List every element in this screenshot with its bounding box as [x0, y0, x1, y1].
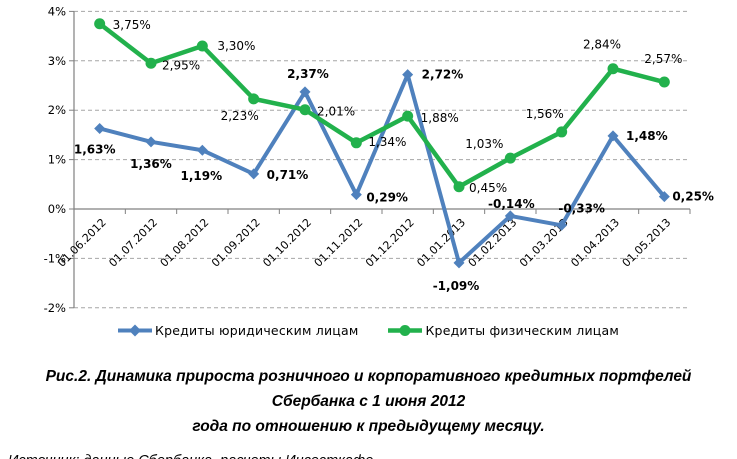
y-tick-label: 3%: [48, 54, 66, 68]
x-tick-label: 01.06.2012: [55, 216, 109, 270]
data-point-circle: [607, 63, 619, 75]
x-tick-label: 01.09.2012: [209, 216, 263, 270]
data-label: 2,84%: [583, 38, 621, 52]
data-label: -0,14%: [488, 197, 535, 211]
x-tick-label: 01.04.2013: [568, 216, 622, 270]
data-point-circle: [556, 126, 568, 138]
x-tick-label: 01.11.2012: [312, 216, 366, 270]
data-label: 2,01%: [317, 105, 355, 119]
x-tick-label: 01.12.2012: [363, 216, 417, 270]
y-tick-label: 4%: [48, 4, 66, 18]
data-label: 1,36%: [130, 157, 172, 171]
data-label: 2,95%: [162, 58, 200, 72]
data-point-diamond: [453, 257, 465, 269]
data-label: 3,75%: [113, 18, 151, 32]
data-point-circle: [248, 93, 260, 105]
data-label: 2,57%: [644, 52, 682, 66]
data-point-circle: [299, 104, 311, 116]
data-point-diamond: [607, 130, 619, 142]
y-tick-label: 1%: [48, 153, 66, 167]
legend-item-corporate-loans: Кредиты юридическим лицам: [118, 323, 358, 338]
legend-item-retail-loans: Кредиты физическим лицам: [388, 323, 619, 338]
y-tick-label: 0%: [48, 202, 66, 216]
data-point-circle: [658, 76, 670, 88]
data-label: 1,56%: [526, 107, 564, 121]
figure-caption-line1: Рис.2. Динамика прироста розничного и ко…: [45, 368, 692, 411]
data-label: 0,29%: [366, 191, 408, 205]
series-line-1: [97, 21, 667, 190]
x-tick-label: 01.10.2012: [260, 216, 314, 270]
data-point-diamond: [94, 122, 106, 134]
data-label: 1,88%: [421, 111, 459, 125]
data-label: 1,48%: [626, 129, 668, 143]
data-point-diamond: [402, 69, 414, 81]
data-label: 3,30%: [217, 39, 255, 53]
chart-canvas: 4%3%2%1%0%-1%-2%01.06.201201.07.201201.0…: [44, 4, 714, 312]
data-label: 2,23%: [221, 109, 259, 123]
y-tick-label: -2%: [44, 301, 66, 312]
data-point-circle: [196, 40, 208, 52]
data-point-diamond: [145, 136, 157, 148]
y-tick-label: 2%: [48, 103, 66, 117]
data-label: 0,25%: [672, 190, 714, 204]
x-tick-label: 01.02.2013: [466, 216, 520, 270]
x-tick-label: 01.05.2013: [620, 216, 674, 270]
legend-marker-circle-icon: [388, 324, 423, 336]
series-line-0: [97, 72, 667, 265]
data-point-diamond: [299, 86, 311, 98]
data-label: 2,37%: [287, 67, 329, 81]
data-label: 1,34%: [368, 135, 406, 149]
figure-caption: Рис.2. Динамика прироста розничного и ко…: [0, 364, 737, 439]
data-point-circle: [453, 181, 465, 193]
data-point-diamond: [248, 168, 260, 180]
data-point-circle: [350, 137, 362, 149]
x-tick-label: 01.07.2012: [106, 216, 160, 270]
data-point-circle: [504, 152, 516, 164]
data-label: 1,03%: [465, 137, 503, 151]
figure-caption-line2: года по отношению к предыдущему месяцу.: [192, 418, 545, 436]
data-point-diamond: [658, 191, 670, 203]
data-point-circle: [145, 57, 157, 69]
legend-label-retail-loans: Кредиты физическим лицам: [425, 322, 619, 338]
data-point-circle: [402, 110, 414, 122]
data-label: 1,63%: [74, 142, 116, 156]
data-point-circle: [94, 18, 106, 30]
data-label: 2,72%: [422, 68, 464, 82]
data-label: -1,09%: [433, 279, 480, 293]
data-label: -0,33%: [558, 201, 605, 215]
legend-marker-diamond-icon: [118, 324, 152, 336]
legend-label-corporate-loans: Кредиты юридическим лицам: [155, 322, 359, 338]
x-tick-label: 01.08.2012: [158, 216, 212, 270]
data-point-diamond: [504, 210, 516, 222]
data-label: 0,45%: [469, 181, 507, 195]
source-note: Источник: данные Сбербанка, расчеты Инве…: [0, 453, 737, 459]
y-tick-label: -1%: [44, 251, 66, 265]
data-point-diamond: [556, 219, 568, 231]
data-point-diamond: [196, 144, 208, 156]
data-label: 1,19%: [181, 169, 223, 183]
data-label: 0,71%: [267, 168, 309, 182]
data-point-diamond: [350, 189, 362, 201]
chart-legend: Кредиты юридическим лицам Кредиты физиче…: [0, 320, 737, 340]
